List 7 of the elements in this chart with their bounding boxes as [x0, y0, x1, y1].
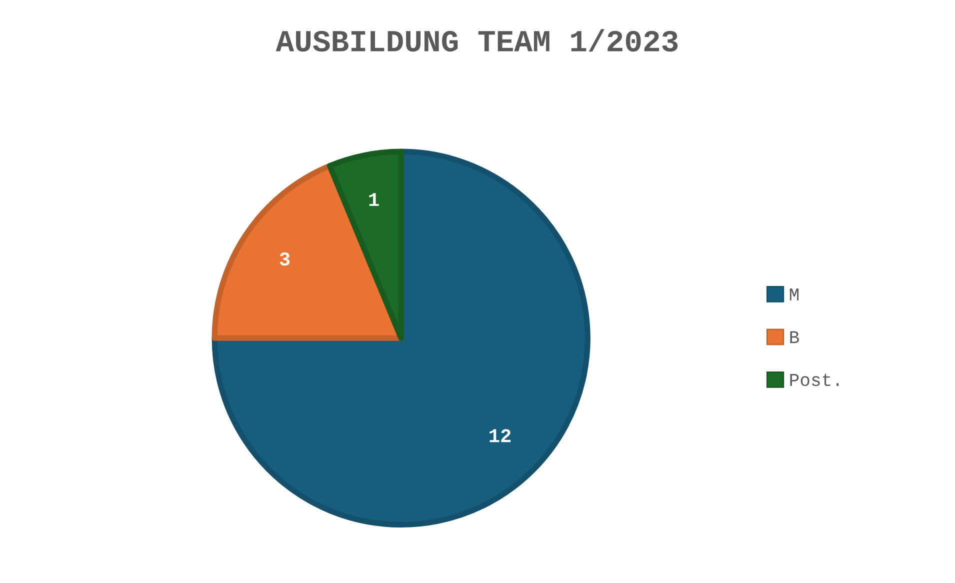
legend-label: M	[790, 288, 799, 300]
chart-title: AUSBILDUNG TEAM 1/2023	[276, 29, 678, 52]
legend-label: B	[790, 331, 799, 344]
legend-label: Post.	[790, 374, 839, 386]
data-label: 1	[369, 193, 379, 206]
data-label: 12	[490, 429, 511, 442]
data-label: 3	[280, 252, 290, 266]
